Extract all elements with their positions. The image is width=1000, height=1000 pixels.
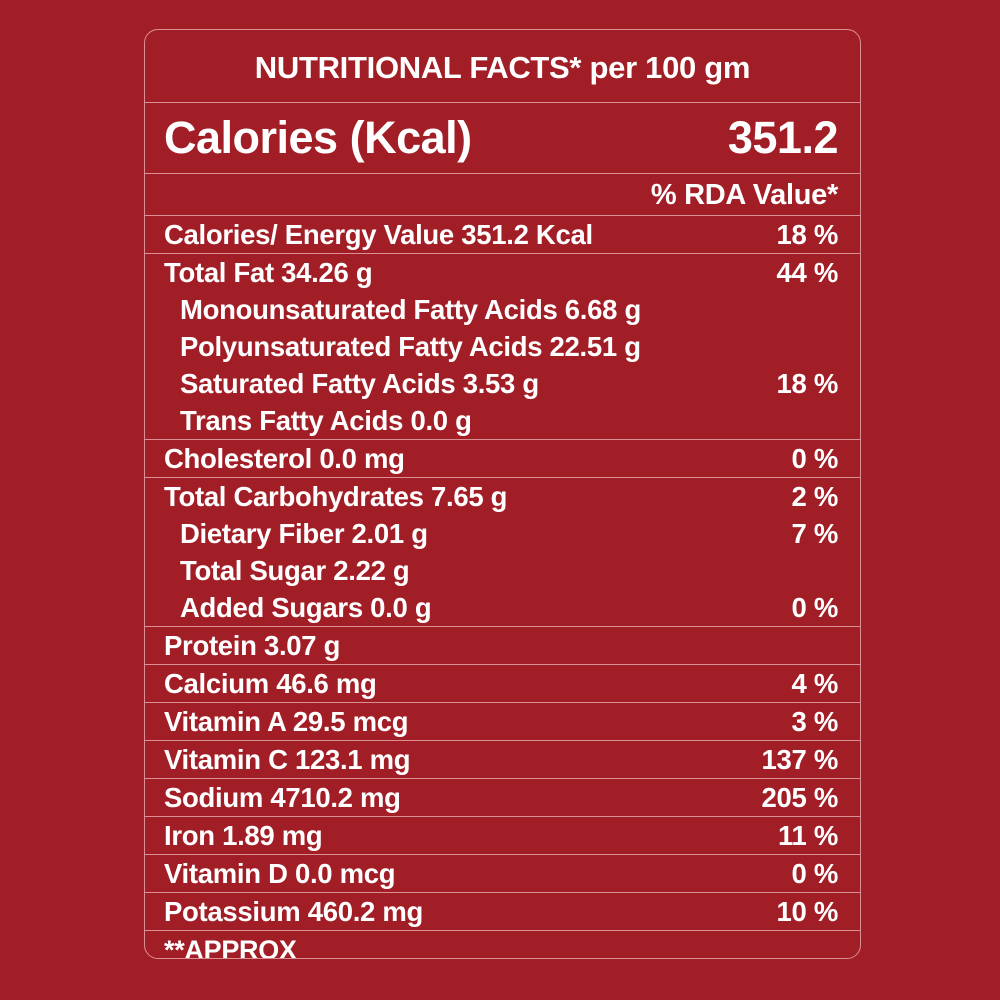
nutrient-group: Protein 3.07 g [145,627,860,665]
nutrient-row: Calcium 46.6 mg 4 % [145,665,860,702]
rda-value: 205 % [761,781,839,813]
nutrient-table: Calories/ Energy Value 351.2 Kcal 18 % Tot… [145,216,860,931]
rda-value: 7 % [791,517,839,549]
nutrient-row: Protein 3.07 g [145,627,860,664]
nutrient-group: Vitamin A 29.5 mcg 3 % [145,703,860,741]
rda-value: 10 % [776,895,839,927]
nutrient-label: Saturated Fatty Acids 3.53 g [180,367,539,399]
nutrient-label: Protein 3.07 g [164,629,341,661]
nutrient-label: Trans Fatty Acids 0.0 g [180,404,472,436]
nutrient-label: Dietary Fiber 2.01 g [180,517,428,549]
nutrient-row: Vitamin D 0.0 mcg 0 % [145,855,860,892]
nutrient-subrow: Saturated Fatty Acids 3.53 g 18 % [145,365,860,402]
nutrient-group: Iron 1.89 mg 11 % [145,817,860,855]
rda-value: 0 % [791,591,839,623]
nutrition-facts-panel: NUTRITIONAL FACTS* per 100 gm Calories (… [144,29,861,959]
nutrient-label: Calories/ Energy Value 351.2 Kcal [164,218,593,250]
rda-value: 0 % [791,442,839,474]
nutrient-label: Vitamin D 0.0 mcg [164,857,396,889]
nutrient-label: Total Carbohydrates 7.65 g [164,480,508,512]
nutrient-row: Sodium 4710.2 mg 205 % [145,779,860,816]
nutrition-title: NUTRITIONAL FACTS* per 100 gm [145,30,860,103]
rda-value: 11 % [778,819,838,851]
rda-value: 4 % [791,667,839,699]
nutrient-label: Monounsaturated Fatty Acids 6.68 g [180,293,641,325]
nutrient-label: Potassium 460.2 mg [164,895,424,927]
nutrient-group: Sodium 4710.2 mg 205 % [145,779,860,817]
nutrient-label: Iron 1.89 mg [164,819,323,851]
calories-value: 351.2 [727,112,839,163]
nutrient-group: Potassium 460.2 mg 10 % [145,893,860,931]
nutrient-group: Vitamin C 123.1 mg 137 % [145,741,860,779]
rda-column-header: % RDA Value* [145,174,860,216]
nutrient-group: Cholesterol 0.0 mg 0 % [145,440,860,478]
calories-label: Calories (Kcal) [164,112,472,163]
rda-value: 137 % [761,743,839,775]
nutrient-label: Vitamin C 123.1 mg [164,743,411,775]
nutrient-subrow: Dietary Fiber 2.01 g 7 % [145,515,860,552]
nutrient-label: Added Sugars 0.0 g [180,591,432,623]
nutrient-group: Calcium 46.6 mg 4 % [145,665,860,703]
nutrient-row: Vitamin A 29.5 mcg 3 % [145,703,860,740]
nutrient-subrow: Trans Fatty Acids 0.0 g [145,402,860,439]
rda-value: 0 % [791,857,839,889]
nutrient-label: Vitamin A 29.5 mcg [164,705,409,737]
nutrient-label: Polyunsaturated Fatty Acids 22.51 g [180,330,641,362]
footnote: **APPROX [164,934,297,959]
nutrient-label: Calcium 46.6 mg [164,667,377,699]
rda-value: 2 % [791,480,839,512]
nutrient-subrow: Total Sugar 2.22 g [145,552,860,589]
rda-value: 3 % [791,705,839,737]
nutrient-row: Iron 1.89 mg 11 % [145,817,860,854]
nutrient-row: Calories/ Energy Value 351.2 Kcal 18 % [145,216,860,253]
nutrient-group: Calories/ Energy Value 351.2 Kcal 18 % [145,216,860,254]
nutrient-group: Total Fat 34.26 g 44 % Monounsaturated Fat… [145,254,860,440]
nutrient-label: Cholesterol 0.0 mg [164,442,405,474]
rda-value: 18 % [776,218,839,250]
nutrient-row: Vitamin C 123.1 mg 137 % [145,741,860,778]
nutrient-label: Total Sugar 2.22 g [180,554,410,586]
rda-value: 18 % [776,367,839,399]
nutrient-row: Cholesterol 0.0 mg 0 % [145,440,860,477]
nutrient-subrow: Polyunsaturated Fatty Acids 22.51 g [145,328,860,365]
calories-header: Calories (Kcal) 351.2 [145,103,860,174]
nutrient-label: Sodium 4710.2 mg [164,781,401,813]
nutrient-label: Total Fat 34.26 g [164,256,373,288]
nutrient-row: Total Fat 34.26 g 44 % [145,254,860,291]
nutrient-row: Potassium 460.2 mg 10 % [145,893,860,930]
nutrient-subrow: Monounsaturated Fatty Acids 6.68 g [145,291,860,328]
nutrient-subrow: Added Sugars 0.0 g 0 % [145,589,860,626]
rda-value: 44 % [776,256,839,288]
nutrient-group: Vitamin D 0.0 mcg 0 % [145,855,860,893]
nutrient-row: Total Carbohydrates 7.65 g 2 % [145,478,860,515]
